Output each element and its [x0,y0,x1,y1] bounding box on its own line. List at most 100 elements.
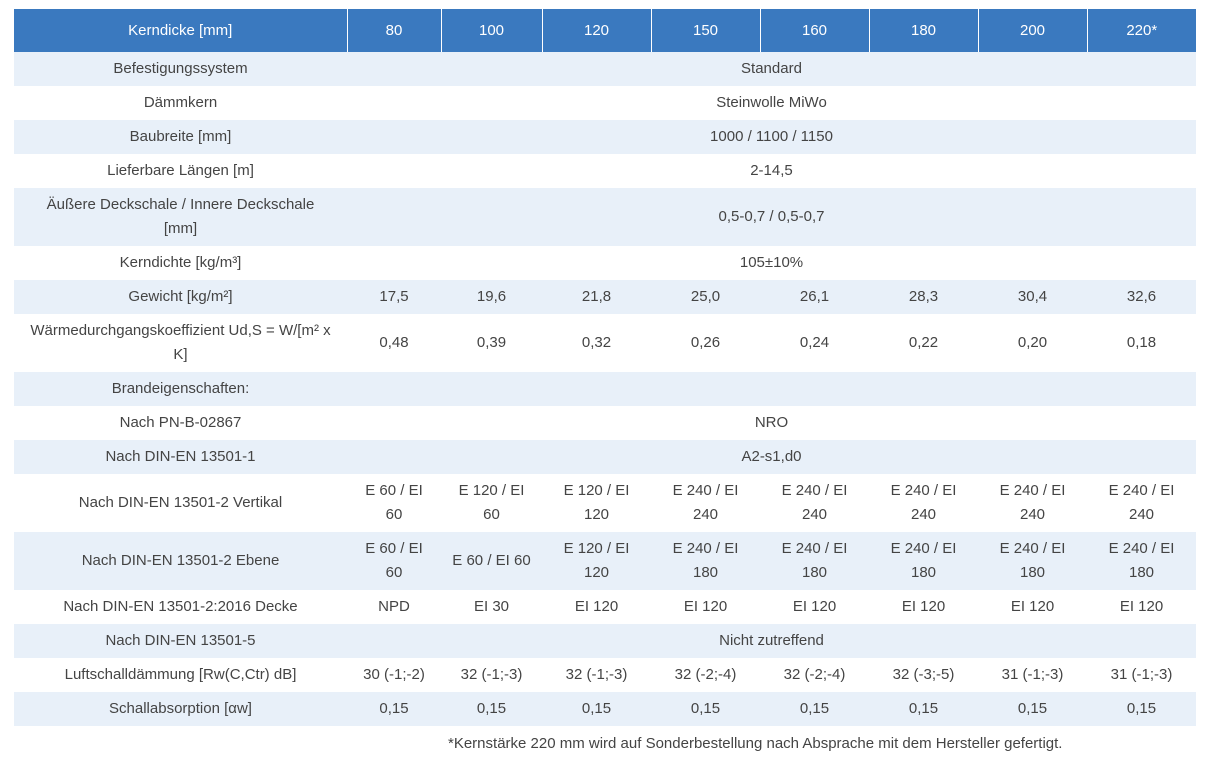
table-cell: E 120 / EI 120 [563,482,630,523]
table-row: Befestigungssystem Standard [14,52,1196,86]
table-row: Brandeigenschaften: [14,372,1196,406]
table-cell: EI 30 [473,598,510,615]
table-body: Befestigungssystem Standard Dämmkern Steinw… [14,52,1196,726]
table-row: Nach DIN-EN 13501-2 Ebene E 60 / EI 60 E 6… [14,532,1196,590]
header-column: 200 [978,9,1088,52]
table-cell: 31 (-1;-3) [1001,666,1064,683]
table-cell: 25,0 [651,280,760,314]
table-cell: 0,26 [690,334,721,351]
table-cell: E 60 / EI 60 [441,532,542,590]
row-label: Nach DIN-EN 13501-2 Ebene [14,532,347,590]
table-row: Baubreite [mm] 1000 / 1100 / 1150 [14,120,1196,154]
table-cell: E 120 / EI 120 [542,532,651,590]
header-column: 150 [651,9,761,52]
table-cell: 0,22 [908,334,939,351]
merged-cell: NRO [754,414,789,431]
merged-cell: Steinwolle MiWo [716,94,827,111]
table-cell: 32,6 [1087,280,1196,314]
header-column: 80 [347,9,442,52]
merged-cell: 0,5-0,7 / 0,5-0,7 [347,188,1196,246]
table-cell: 32 (-1;-3) [460,666,523,683]
table-cell: 0,32 [581,334,612,351]
table-cell: 30,4 [978,280,1087,314]
table-cell: 32 (-2;-4) [674,666,737,683]
table-cell: E 240 / EI 240 [999,482,1066,523]
table-cell: 21,8 [542,280,651,314]
table-cell: E 240 / EI 180 [978,532,1087,590]
table-cell: E 240 / EI 240 [890,482,957,523]
row-label: Baubreite [mm] [14,120,347,154]
spec-table: Kerndicke [mm] 80 100 120 150 160 180 20… [14,9,1196,726]
spec-table-container: Kerndicke [mm] 80 100 120 150 160 180 20… [14,9,1196,726]
row-label: Nach DIN-EN 13501-1 [14,440,347,474]
row-label: Gewicht [kg/m²] [14,280,347,314]
table-row: Nach DIN-EN 13501-2:2016 Decke NPD EI 30 EI… [14,590,1196,624]
header-label: Kerndicke [mm] [14,9,348,52]
table-cell: NPD [378,598,410,615]
table-cell: EI 120 [901,598,946,615]
table-row: Dämmkern Steinwolle MiWo [14,86,1196,120]
table-cell: 0,18 [1126,334,1157,351]
row-label: Nach DIN-EN 13501-5 [14,624,347,658]
table-cell: E 240 / EI 240 [672,482,739,523]
table-cell: 31 (-1;-3) [1110,666,1173,683]
table-cell: 0,39 [476,334,507,351]
table-row: Lieferbare Längen [m] 2-14,5 [14,154,1196,188]
table-cell: EI 120 [683,598,728,615]
table-cell: 17,5 [347,280,441,314]
table-row: Gewicht [kg/m²] 17,5 19,6 21,8 25,0 26,1 28,3 3… [14,280,1196,314]
table-cell: E 240 / EI 240 [781,482,848,523]
row-label: Äußere Deckschale / Innere Deckschale [m… [14,188,347,246]
row-label: Lieferbare Längen [m] [107,162,254,179]
table-cell: 0,24 [799,334,830,351]
merged-cell: 105±10% [739,254,804,271]
table-row: Kerndichte [kg/m³] 105±10% [14,246,1196,280]
row-label: Nach DIN-EN 13501-2:2016 Decke [63,598,298,615]
table-cell: E 240 / EI 240 [1108,482,1175,523]
table-row: Schallabsorption [αw] 0,15 0,15 0,15 0,15 0,1… [14,692,1196,726]
table-cell: 0,20 [1017,334,1048,351]
row-label: Nach PN-B-02867 [119,414,242,431]
table-cell: 0,15 [651,692,760,726]
merged-cell: Nicht zutreffend [347,624,1196,658]
table-cell: EI 120 [1010,598,1055,615]
table-cell: E 60 / EI 60 [347,532,441,590]
table-cell: EI 120 [1119,598,1164,615]
merged-cell [347,372,1196,406]
table-header-row: Kerndicke [mm] 80 100 120 150 160 180 20… [14,9,1196,52]
table-cell: 0,15 [869,692,978,726]
footnote-text: *Kernstärke 220 mm wird auf Sonderbestel… [448,735,1063,752]
row-label: Nach DIN-EN 13501-2 Vertikal [78,494,283,511]
table-cell: 0,48 [379,334,409,351]
table-cell: E 240 / EI 180 [869,532,978,590]
header-column: 100 [441,9,543,52]
table-cell: E 60 / EI 60 [365,482,423,523]
row-label: Luftschalldämmung [Rw(C,Ctr) dB] [64,666,297,683]
table-cell: 28,3 [869,280,978,314]
table-cell: 30 (-1;-2) [363,666,425,683]
table-cell: E 240 / EI 180 [760,532,869,590]
table-row: Nach DIN-EN 13501-2 Vertikal E 60 / EI 60… [14,474,1196,532]
row-label: Wärmedurchgangskoeffizient Ud,S = W/[m² … [30,322,331,363]
table-cell: 0,15 [978,692,1087,726]
table-row: Wärmedurchgangskoeffizient Ud,S = W/[m² … [14,314,1196,372]
table-cell: 0,15 [760,692,869,726]
table-cell: E 240 / EI 180 [651,532,760,590]
table-row: Nach DIN-EN 13501-5 Nicht zutreffend [14,624,1196,658]
table-cell: 32 (-2;-4) [783,666,846,683]
merged-cell: Standard [347,52,1196,86]
table-row: Luftschalldämmung [Rw(C,Ctr) dB] 30 (-1;-… [14,658,1196,692]
table-cell: 26,1 [760,280,869,314]
table-cell: E 120 / EI 60 [458,482,525,523]
row-label: Befestigungssystem [14,52,347,86]
table-cell: E 240 / EI 180 [1087,532,1196,590]
header-column: 120 [542,9,652,52]
table-cell: EI 120 [792,598,837,615]
merged-cell: A2-s1,d0 [347,440,1196,474]
row-label: Brandeigenschaften: [14,372,347,406]
table-cell: 0,15 [347,692,441,726]
table-cell: 0,15 [542,692,651,726]
table-cell: 0,15 [441,692,542,726]
table-cell: 0,15 [1087,692,1196,726]
table-row: Nach DIN-EN 13501-1 A2-s1,d0 [14,440,1196,474]
